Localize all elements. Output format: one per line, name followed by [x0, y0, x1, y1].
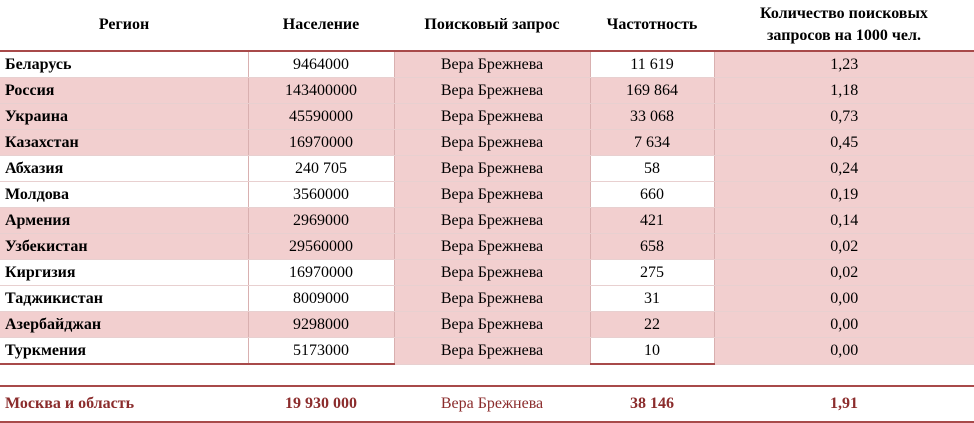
cell-per-thousand: 0,14 [714, 207, 974, 234]
cell-population: 16970000 [247, 129, 395, 156]
table-row: Азербайджан 9298000 Вера Брежнева 22 0,00 [0, 311, 974, 338]
cell-per-thousand: 0,02 [714, 259, 974, 286]
cell-query: Вера Брежнева [394, 129, 590, 156]
cell-frequency: 658 [589, 233, 715, 260]
table-row: Армения 2969000 Вера Брежнева 421 0,14 [0, 207, 974, 234]
cell-population: 240 705 [247, 155, 395, 182]
cell-query: Вера Брежнева [394, 337, 590, 365]
cell-query: Вера Брежнева [394, 103, 590, 130]
total-query: Вера Брежнева [394, 385, 590, 423]
cell-per-thousand: 0,02 [714, 233, 974, 260]
header-frequency: Частотность [590, 0, 714, 52]
cell-region: Молдова [0, 181, 248, 208]
table-row: Таджикистан 8009000 Вера Брежнева 31 0,00 [0, 285, 974, 312]
cell-frequency: 169 864 [589, 77, 715, 104]
cell-query: Вера Брежнева [394, 311, 590, 338]
header-query: Поисковый запрос [394, 0, 590, 52]
cell-query: Вера Брежнева [394, 181, 590, 208]
cell-frequency: 22 [589, 311, 715, 338]
cell-region: Узбекистан [0, 233, 248, 260]
cell-frequency: 58 [589, 155, 715, 182]
table-row: Узбекистан 29560000 Вера Брежнева 658 0,02 [0, 233, 974, 260]
cell-population: 8009000 [247, 285, 395, 312]
cell-region: Армения [0, 207, 248, 234]
cell-population: 2969000 [247, 207, 395, 234]
cell-per-thousand: 1,23 [714, 51, 974, 78]
header-region: Регион [0, 0, 248, 52]
cell-query: Вера Брежнева [394, 51, 590, 78]
cell-per-thousand: 0,19 [714, 181, 974, 208]
cell-frequency: 7 634 [589, 129, 715, 156]
cell-region: Россия [0, 77, 248, 104]
cell-query: Вера Брежнева [394, 155, 590, 182]
cell-frequency: 660 [589, 181, 715, 208]
cell-population: 29560000 [247, 233, 395, 260]
total-region: Москва и область [0, 385, 248, 423]
header-per-thousand-line2: запросов на 1000 чел. [767, 27, 921, 44]
cell-per-thousand: 0,24 [714, 155, 974, 182]
table-row: Туркмения 5173000 Вера Брежнева 10 0,00 [0, 337, 974, 365]
cell-query: Вера Брежнева [394, 259, 590, 286]
cell-per-thousand: 0,45 [714, 129, 974, 156]
cell-frequency: 33 068 [589, 103, 715, 130]
cell-region: Туркмения [0, 337, 248, 365]
cell-population: 3560000 [247, 181, 395, 208]
cell-frequency: 421 [589, 207, 715, 234]
table-row: Абхазия 240 705 Вера Брежнева 58 0,24 [0, 155, 974, 182]
table-body: Беларусь 9464000 Вера Брежнева 11 619 1,23 Ро… [0, 51, 974, 365]
table-row: Киргизия 16970000 Вера Брежнева 275 0,02 [0, 259, 974, 286]
total-row: Москва и область 19 930 000 Вера Брежнев… [0, 385, 974, 423]
cell-region: Беларусь [0, 51, 248, 78]
cell-region: Азербайджан [0, 311, 248, 338]
cell-population: 16970000 [247, 259, 395, 286]
cell-population: 9464000 [247, 51, 395, 78]
cell-population: 143400000 [247, 77, 395, 104]
table-row: Казахстан 16970000 Вера Брежнева 7 634 0,45 [0, 129, 974, 156]
table-total: Москва и область 19 930 000 Вера Брежнев… [0, 364, 974, 423]
cell-frequency: 11 619 [589, 51, 715, 78]
cell-query: Вера Брежнева [394, 77, 590, 104]
table-row: Россия 143400000 Вера Брежнева 169 864 1,18 [0, 77, 974, 104]
header-population: Население [248, 0, 394, 52]
cell-query: Вера Брежнева [394, 233, 590, 260]
table-row: Украина 45590000 Вера Брежнева 33 068 0,73 [0, 103, 974, 130]
cell-per-thousand: 1,18 [714, 77, 974, 104]
total-frequency: 38 146 [590, 385, 714, 423]
cell-region: Казахстан [0, 129, 248, 156]
cell-region: Таджикистан [0, 285, 248, 312]
cell-per-thousand: 0,00 [714, 285, 974, 312]
cell-per-thousand: 0,73 [714, 103, 974, 130]
cell-frequency: 31 [589, 285, 715, 312]
table-header: Регион Население Поисковый запрос Частот… [0, 0, 974, 52]
cell-region: Абхазия [0, 155, 248, 182]
cell-query: Вера Брежнева [394, 207, 590, 234]
cell-population: 45590000 [247, 103, 395, 130]
cell-population: 9298000 [247, 311, 395, 338]
cell-frequency: 10 [589, 337, 715, 365]
total-population: 19 930 000 [248, 385, 394, 423]
cell-region: Киргизия [0, 259, 248, 286]
total-per-thousand: 1,91 [714, 385, 974, 423]
header-per-thousand: Количество поисковых запросов на 1000 че… [714, 0, 974, 52]
cell-query: Вера Брежнева [394, 285, 590, 312]
spacer-row [0, 364, 974, 386]
header-per-thousand-line1: Количество поисковых [760, 5, 928, 22]
cell-per-thousand: 0,00 [714, 311, 974, 338]
cell-population: 5173000 [247, 337, 395, 365]
table-row: Молдова 3560000 Вера Брежнева 660 0,19 [0, 181, 974, 208]
cell-per-thousand: 0,00 [714, 337, 974, 365]
cell-region: Украина [0, 103, 248, 130]
table-row: Беларусь 9464000 Вера Брежнева 11 619 1,23 [0, 51, 974, 78]
cell-frequency: 275 [589, 259, 715, 286]
